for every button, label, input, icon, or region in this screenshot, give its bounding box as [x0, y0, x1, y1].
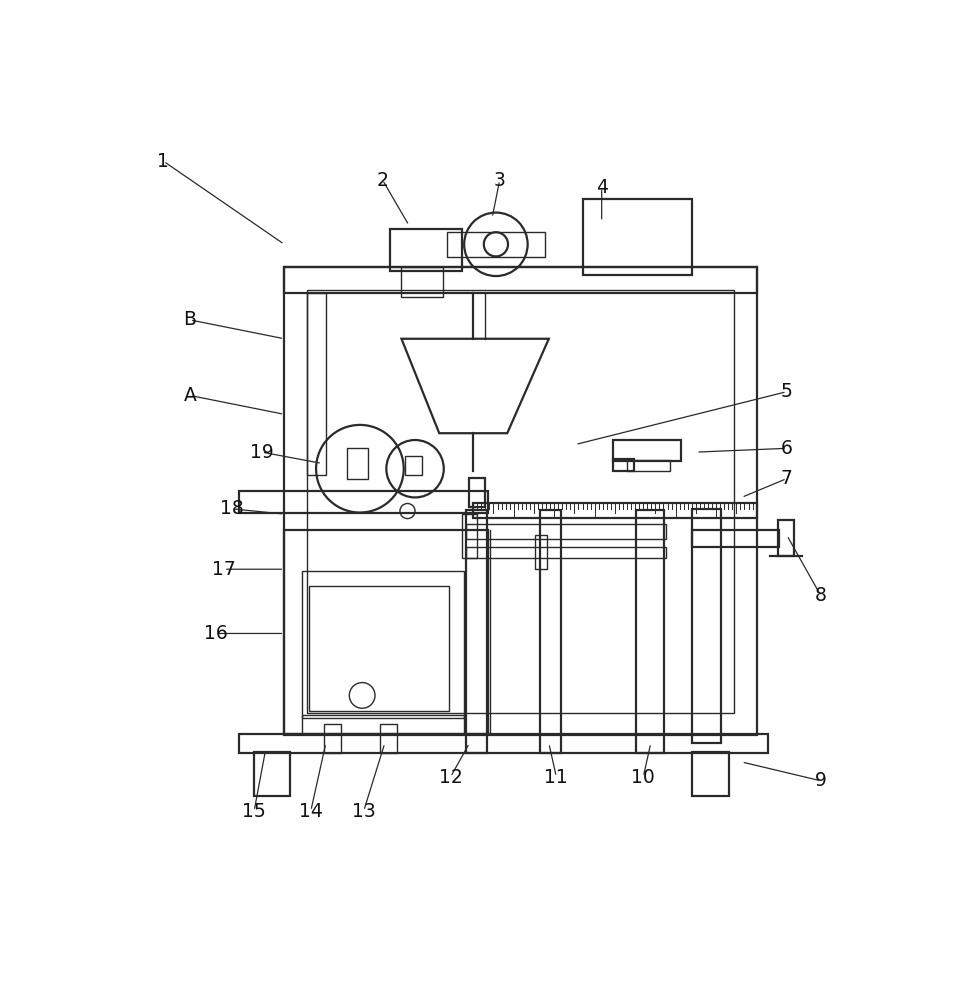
Text: B: B	[183, 310, 196, 329]
Bar	[390, 229, 462, 271]
Text: 1: 1	[158, 152, 170, 171]
Bar	[613, 440, 681, 461]
Bar	[613, 459, 634, 471]
Text: 8: 8	[815, 586, 827, 605]
Bar	[285, 530, 488, 734]
Text: 4: 4	[596, 178, 607, 197]
Bar	[325, 724, 341, 753]
Text: 9: 9	[815, 771, 827, 790]
Text: 18: 18	[219, 499, 244, 518]
Text: 7: 7	[781, 469, 793, 488]
Bar	[627, 460, 671, 471]
Bar	[466, 510, 487, 753]
Text: 13: 13	[352, 802, 375, 821]
Text: 2: 2	[376, 171, 388, 190]
Bar	[254, 752, 291, 796]
Text: A: A	[183, 386, 196, 405]
Text: 15: 15	[242, 802, 266, 821]
Bar	[307, 290, 734, 713]
Text: 12: 12	[439, 768, 462, 787]
Bar	[462, 514, 477, 558]
Bar	[285, 267, 757, 735]
Bar	[535, 535, 547, 569]
Text: 3: 3	[493, 171, 506, 190]
Bar	[466, 547, 666, 558]
Bar	[347, 448, 369, 479]
Bar	[239, 491, 488, 513]
Bar	[402, 267, 443, 297]
Bar	[380, 724, 397, 753]
Bar	[239, 734, 768, 753]
Bar	[285, 267, 757, 293]
Bar	[583, 199, 692, 275]
Bar	[470, 478, 485, 507]
Bar	[540, 510, 561, 753]
Bar	[307, 293, 326, 475]
Text: 17: 17	[212, 560, 236, 579]
Bar	[309, 586, 449, 711]
Bar	[778, 520, 795, 556]
Text: 14: 14	[299, 802, 323, 821]
Bar	[301, 571, 464, 718]
Bar	[636, 510, 664, 753]
Bar	[466, 524, 666, 539]
Text: 5: 5	[781, 382, 793, 401]
Text: 16: 16	[205, 624, 228, 643]
Polygon shape	[402, 339, 549, 433]
Bar	[692, 752, 728, 796]
Text: 6: 6	[781, 439, 793, 458]
Bar	[473, 503, 757, 518]
Text: 19: 19	[250, 443, 274, 462]
Text: 10: 10	[632, 768, 655, 787]
Bar	[301, 715, 464, 734]
Bar	[692, 530, 779, 547]
Bar	[692, 509, 722, 743]
Bar	[406, 456, 422, 475]
Bar	[447, 232, 545, 257]
Text: 11: 11	[544, 768, 568, 787]
